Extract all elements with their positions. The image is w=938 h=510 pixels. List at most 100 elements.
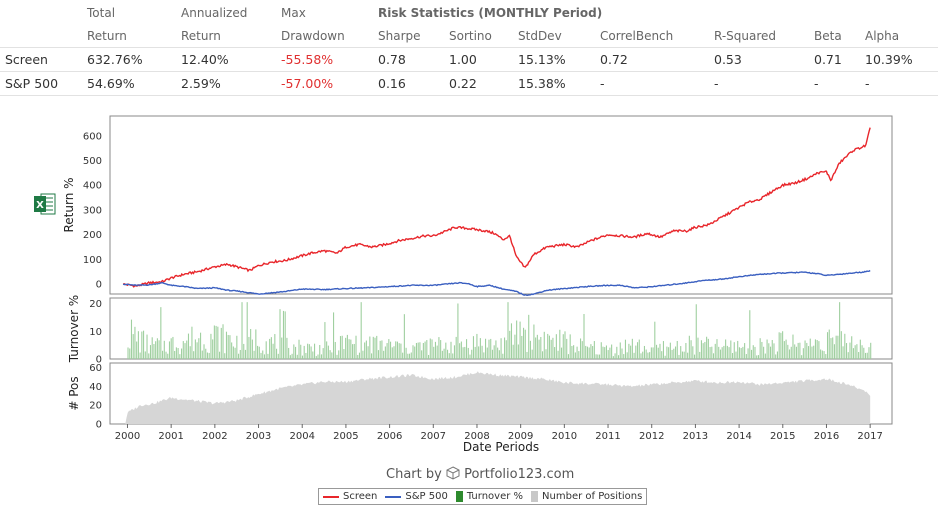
turnover-bar bbox=[738, 347, 740, 359]
x-tick-label: 2015 bbox=[770, 431, 795, 442]
turnover-bar bbox=[588, 347, 590, 359]
series-line bbox=[122, 269, 871, 297]
turnover-bar bbox=[181, 348, 183, 359]
turnover-bar bbox=[795, 346, 797, 359]
turnover-bar bbox=[407, 353, 409, 359]
turnover-bar bbox=[840, 331, 842, 359]
y-tick-label: 20 bbox=[89, 299, 102, 310]
turnover-bar bbox=[151, 337, 153, 359]
turnover-bar bbox=[707, 338, 709, 359]
turnover-bar bbox=[614, 353, 616, 359]
header-cell: Max bbox=[281, 5, 306, 20]
turnover-bar bbox=[804, 340, 806, 359]
turnover-bar bbox=[231, 342, 233, 359]
positions-area bbox=[125, 371, 871, 424]
row-name: S&P 500 bbox=[0, 71, 87, 96]
turnover-bar bbox=[250, 329, 252, 359]
turnover-bar bbox=[320, 354, 323, 359]
header-cell: Return bbox=[181, 29, 221, 43]
legend-swatch bbox=[531, 491, 539, 502]
turnover-bar bbox=[640, 353, 642, 359]
series-number-of-positions bbox=[125, 371, 871, 424]
y-tick-label: 40 bbox=[89, 382, 102, 393]
x-tick-label: 2012 bbox=[639, 431, 664, 442]
turnover-bar bbox=[485, 338, 487, 359]
turnover-bar bbox=[816, 340, 818, 359]
series-turnover- bbox=[127, 302, 872, 359]
turnover-bar bbox=[300, 344, 302, 359]
turnover-bar bbox=[788, 349, 791, 359]
turnover-bar bbox=[714, 343, 716, 359]
y-tick-label: 10 bbox=[89, 327, 102, 338]
legend-item-sp500[interactable]: S&P 500 bbox=[385, 491, 448, 502]
turnover-bar bbox=[690, 340, 692, 359]
turnover-bar bbox=[604, 347, 606, 359]
turnover-bar bbox=[310, 346, 312, 359]
turnover-bar bbox=[172, 336, 174, 359]
turnover-bar bbox=[322, 348, 324, 359]
turnover-bar bbox=[236, 335, 238, 359]
turnover-bar bbox=[276, 348, 278, 359]
cube-logo-icon bbox=[446, 466, 460, 484]
turnover-bar bbox=[719, 349, 721, 359]
turnover-bar bbox=[450, 341, 452, 359]
turnover-bar bbox=[403, 314, 405, 359]
excel-export-icon[interactable]: X bbox=[34, 192, 56, 216]
turnover-bar bbox=[560, 347, 563, 359]
turnover-bar bbox=[676, 340, 678, 359]
turnover-bar bbox=[668, 347, 670, 359]
turnover-bar bbox=[398, 343, 400, 359]
turnover-bar bbox=[182, 341, 184, 359]
turnover-bar bbox=[388, 339, 390, 359]
turnover-bar bbox=[624, 339, 626, 359]
turnover-bar bbox=[590, 344, 592, 359]
turnover-bar bbox=[617, 355, 620, 359]
cell-sharpe: 0.78 bbox=[378, 47, 449, 72]
turnover-bar bbox=[267, 353, 269, 359]
turnover-bar bbox=[414, 346, 416, 359]
turnover-bar bbox=[586, 346, 588, 359]
turnover-bar bbox=[346, 334, 348, 359]
turnover-bar bbox=[782, 331, 784, 359]
turnover-bar bbox=[260, 352, 262, 359]
turnover-bar bbox=[448, 353, 450, 359]
turnover-bar bbox=[139, 352, 141, 359]
turnover-bar bbox=[674, 346, 677, 359]
turnover-bar bbox=[636, 342, 639, 359]
turnover-bar bbox=[156, 338, 158, 359]
turnover-bar bbox=[331, 352, 333, 359]
cell-total-return: 54.69% bbox=[87, 71, 181, 96]
y-tick-label: 100 bbox=[83, 255, 102, 266]
turnover-bar bbox=[585, 345, 587, 359]
x-tick-label: 2009 bbox=[508, 431, 533, 442]
turnover-bar bbox=[279, 309, 281, 359]
turnover-bar bbox=[137, 331, 139, 359]
chart-credit: Chart by Portfolio123.com bbox=[386, 466, 574, 484]
turnover-bar bbox=[858, 352, 860, 359]
turnover-bar bbox=[557, 350, 559, 359]
turnover-bar bbox=[605, 345, 607, 359]
series-line bbox=[122, 127, 871, 288]
turnover-bar bbox=[379, 340, 381, 359]
turnover-bar bbox=[747, 348, 749, 359]
turnover-bar bbox=[476, 333, 478, 359]
turnover-bar bbox=[215, 325, 217, 359]
turnover-bar bbox=[191, 326, 193, 359]
y-tick-label: 500 bbox=[83, 156, 102, 167]
turnover-bar bbox=[776, 351, 778, 359]
turnover-bar bbox=[828, 329, 830, 359]
legend-item-positions[interactable]: Number of Positions bbox=[531, 491, 642, 502]
turnover-bar bbox=[535, 337, 537, 359]
turnover-bar bbox=[721, 347, 723, 359]
turnover-bar bbox=[438, 337, 440, 359]
turnover-bar bbox=[780, 332, 782, 359]
turnover-bar bbox=[251, 339, 253, 359]
legend-item-screen[interactable]: Screen bbox=[323, 491, 377, 502]
turnover-bar bbox=[688, 335, 690, 359]
turnover-bar bbox=[706, 336, 708, 359]
legend-item-turnover[interactable]: Turnover % bbox=[455, 491, 523, 502]
turnover-bar bbox=[814, 339, 816, 359]
turnover-bar bbox=[574, 352, 576, 359]
turnover-bar bbox=[447, 349, 449, 359]
table-row: Screen 632.76% 12.40% -55.58% 0.78 1.00 … bbox=[0, 47, 938, 72]
